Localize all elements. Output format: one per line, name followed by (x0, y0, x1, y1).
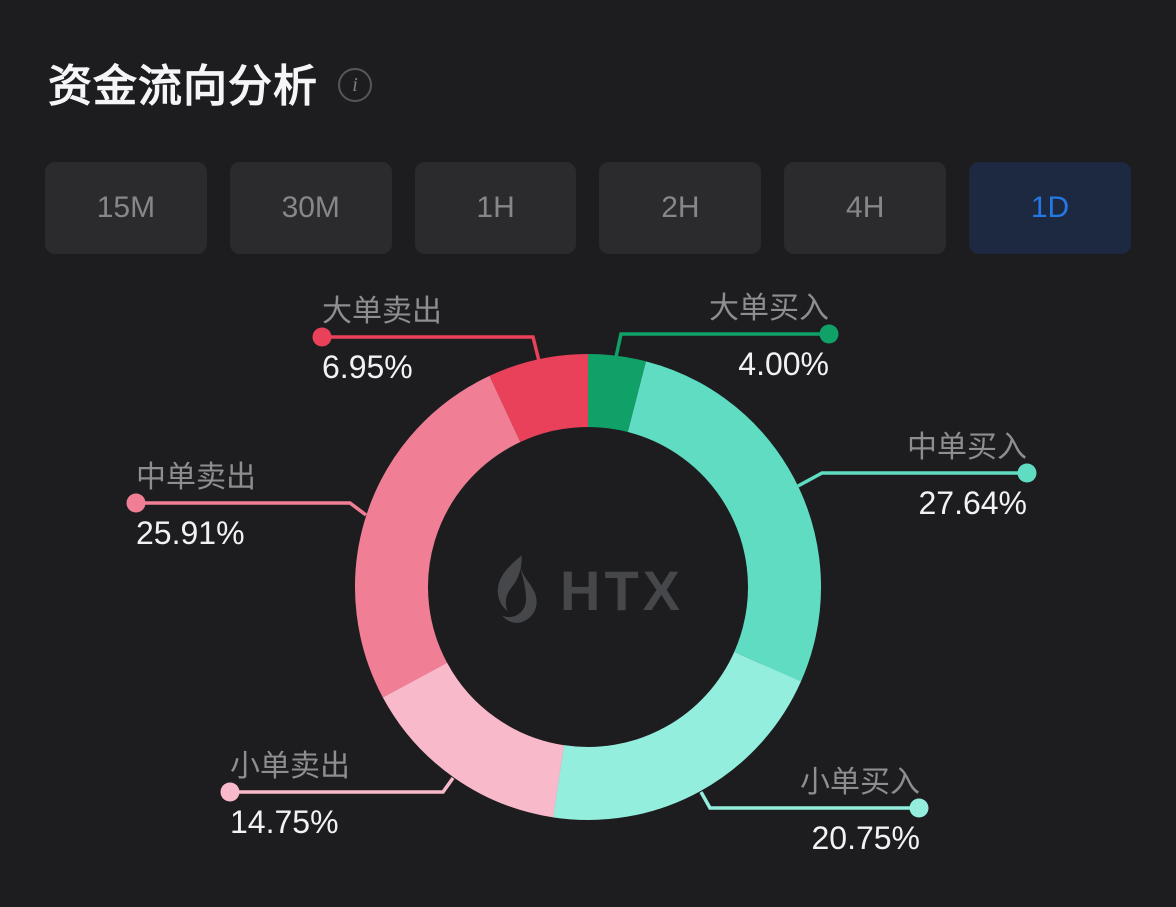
donut-segment-2[interactable] (329, 328, 848, 847)
timeframe-button-30m[interactable]: 30M (229, 162, 392, 254)
leader-dot-large-buy (819, 324, 839, 344)
donut-segment-5[interactable] (327, 326, 849, 848)
htx-watermark: HTX (448, 543, 728, 638)
callout-medium-buy-value: 27.64% (918, 485, 1027, 521)
segment-value: 25.91% (136, 515, 245, 551)
callout-large-sell-value: 6.95% (322, 349, 413, 385)
segment-value: 20.75% (811, 820, 920, 856)
callout-large-sell: 大单卖出 (322, 295, 442, 329)
segment-label: 中单买入 (907, 431, 1027, 464)
callout-small-sell: 小单卖出 (230, 750, 350, 784)
timeframe-button-2h[interactable]: 2H (599, 162, 762, 254)
segment-label: 大单卖出 (322, 295, 442, 328)
leader-dot-small-sell (220, 782, 240, 802)
leader-dot-medium-buy (1017, 463, 1037, 483)
callout-small-buy-value: 20.75% (811, 820, 920, 856)
segment-value: 6.95% (322, 349, 413, 385)
panel-header: 资金流向分析 i (48, 50, 372, 114)
leader-line-medium-buy (797, 471, 1027, 488)
callout-large-buy: 大单买入 (709, 292, 829, 326)
segment-value: 27.64% (918, 485, 1027, 521)
segment-value: 4.00% (738, 346, 829, 382)
htx-flame-icon (497, 555, 537, 623)
segment-value: 14.75% (230, 804, 339, 840)
leader-line-medium-sell (136, 501, 368, 517)
donut-segment-4[interactable] (322, 321, 854, 853)
leader-line-small-sell (230, 776, 455, 794)
callout-small-sell-value: 14.75% (230, 804, 339, 840)
donut-ring[interactable] (322, 321, 854, 853)
leader-dot-large-sell (312, 327, 332, 347)
leader-line-large-sell (322, 335, 541, 362)
info-icon[interactable]: i (338, 68, 372, 102)
donut-segment-3[interactable] (355, 354, 821, 820)
callout-large-buy-value: 4.00% (738, 346, 829, 382)
segment-label: 小单卖出 (230, 750, 350, 783)
segment-label: 中单卖出 (136, 461, 256, 494)
leader-dot-small-buy (909, 798, 929, 818)
donut-segment-0[interactable] (355, 354, 821, 820)
segment-label: 小单买入 (800, 766, 920, 799)
callout-medium-sell: 中单卖出 (136, 461, 256, 495)
htx-watermark-text: HTX (560, 559, 684, 622)
donut-segment-1[interactable] (349, 348, 827, 826)
segment-label: 大单买入 (709, 292, 829, 325)
timeframe-button-1d[interactable]: 1D (969, 162, 1131, 254)
leader-line-large-buy (614, 332, 829, 358)
leader-line-small-buy (699, 791, 919, 810)
callout-medium-buy: 中单买入 (907, 431, 1027, 465)
callout-small-buy: 小单买入 (800, 766, 920, 800)
timeframe-selector: 15M 30M 1H 2H 4H 1D (45, 162, 1131, 254)
page-title: 资金流向分析 (48, 62, 318, 111)
leader-dot-medium-sell (126, 493, 146, 513)
timeframe-button-1h[interactable]: 1H (414, 162, 577, 254)
timeframe-button-4h[interactable]: 4H (784, 162, 947, 254)
timeframe-button-15m[interactable]: 15M (45, 162, 207, 254)
callout-medium-sell-value: 25.91% (136, 515, 245, 551)
